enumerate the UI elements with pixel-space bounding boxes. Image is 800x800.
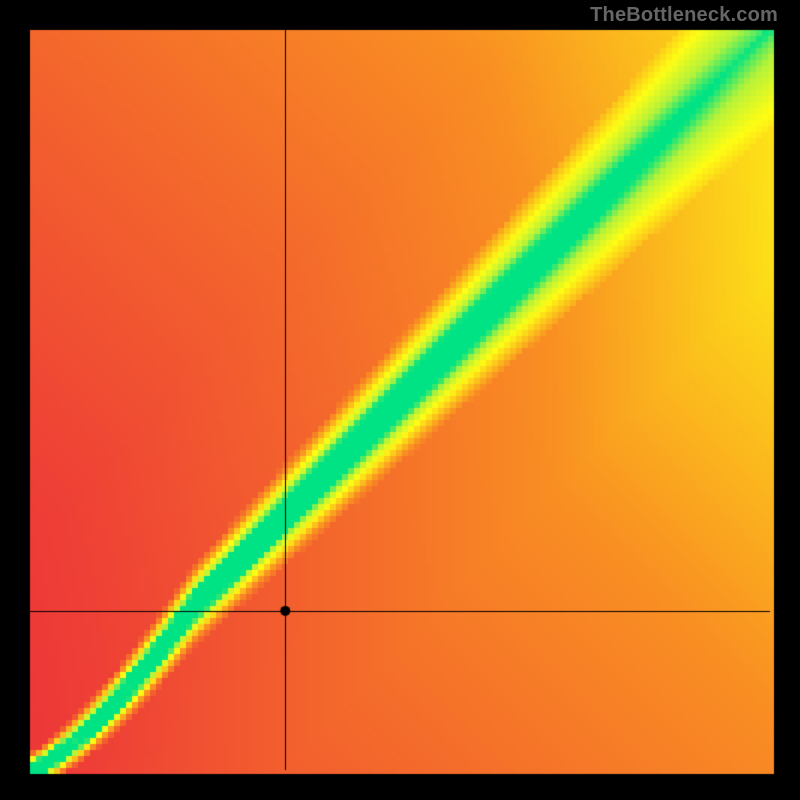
chart-container: { "watermark": { "text": "TheBottleneck.… (0, 0, 800, 800)
watermark-text: TheBottleneck.com (590, 4, 778, 27)
bottleneck-heatmap (0, 0, 800, 800)
